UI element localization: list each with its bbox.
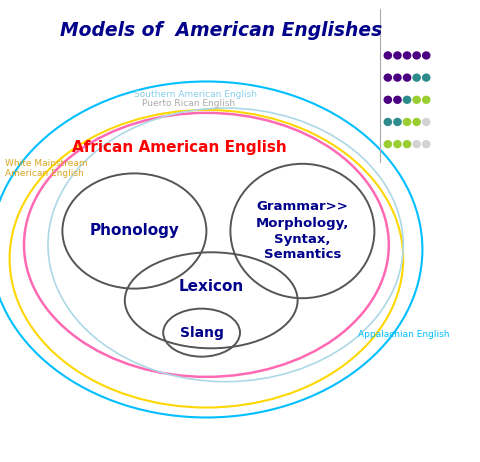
Circle shape bbox=[422, 141, 430, 148]
Text: Phonology: Phonology bbox=[89, 224, 180, 238]
Circle shape bbox=[403, 97, 411, 103]
Circle shape bbox=[413, 97, 420, 103]
Circle shape bbox=[394, 74, 401, 81]
Text: Models of  American Englishes: Models of American Englishes bbox=[60, 20, 382, 40]
Text: Lexicon: Lexicon bbox=[179, 279, 244, 294]
Text: Puerto Rican English: Puerto Rican English bbox=[142, 99, 235, 109]
Circle shape bbox=[403, 74, 411, 81]
Circle shape bbox=[413, 52, 420, 59]
Text: Appalachian English: Appalachian English bbox=[358, 330, 449, 340]
Text: Slang: Slang bbox=[180, 326, 224, 340]
Text: Grammar>>
Morphology,
Syntax,
Semantics: Grammar>> Morphology, Syntax, Semantics bbox=[256, 201, 349, 261]
Circle shape bbox=[422, 119, 430, 125]
Circle shape bbox=[384, 74, 392, 81]
Circle shape bbox=[384, 119, 392, 125]
Text: African American English: African American English bbox=[72, 140, 287, 155]
Circle shape bbox=[422, 74, 430, 81]
Circle shape bbox=[384, 52, 392, 59]
Circle shape bbox=[394, 97, 401, 103]
Circle shape bbox=[384, 141, 392, 148]
Circle shape bbox=[394, 141, 401, 148]
Circle shape bbox=[403, 119, 411, 125]
Circle shape bbox=[384, 97, 392, 103]
Circle shape bbox=[413, 74, 420, 81]
Circle shape bbox=[413, 141, 420, 148]
Circle shape bbox=[422, 97, 430, 103]
Circle shape bbox=[413, 119, 420, 125]
Text: Southern American English: Southern American English bbox=[134, 90, 257, 99]
Text: White Mainstream
American English: White Mainstream American English bbox=[5, 159, 87, 178]
Circle shape bbox=[403, 52, 411, 59]
Circle shape bbox=[394, 52, 401, 59]
Circle shape bbox=[394, 119, 401, 125]
Circle shape bbox=[403, 141, 411, 148]
Circle shape bbox=[422, 52, 430, 59]
